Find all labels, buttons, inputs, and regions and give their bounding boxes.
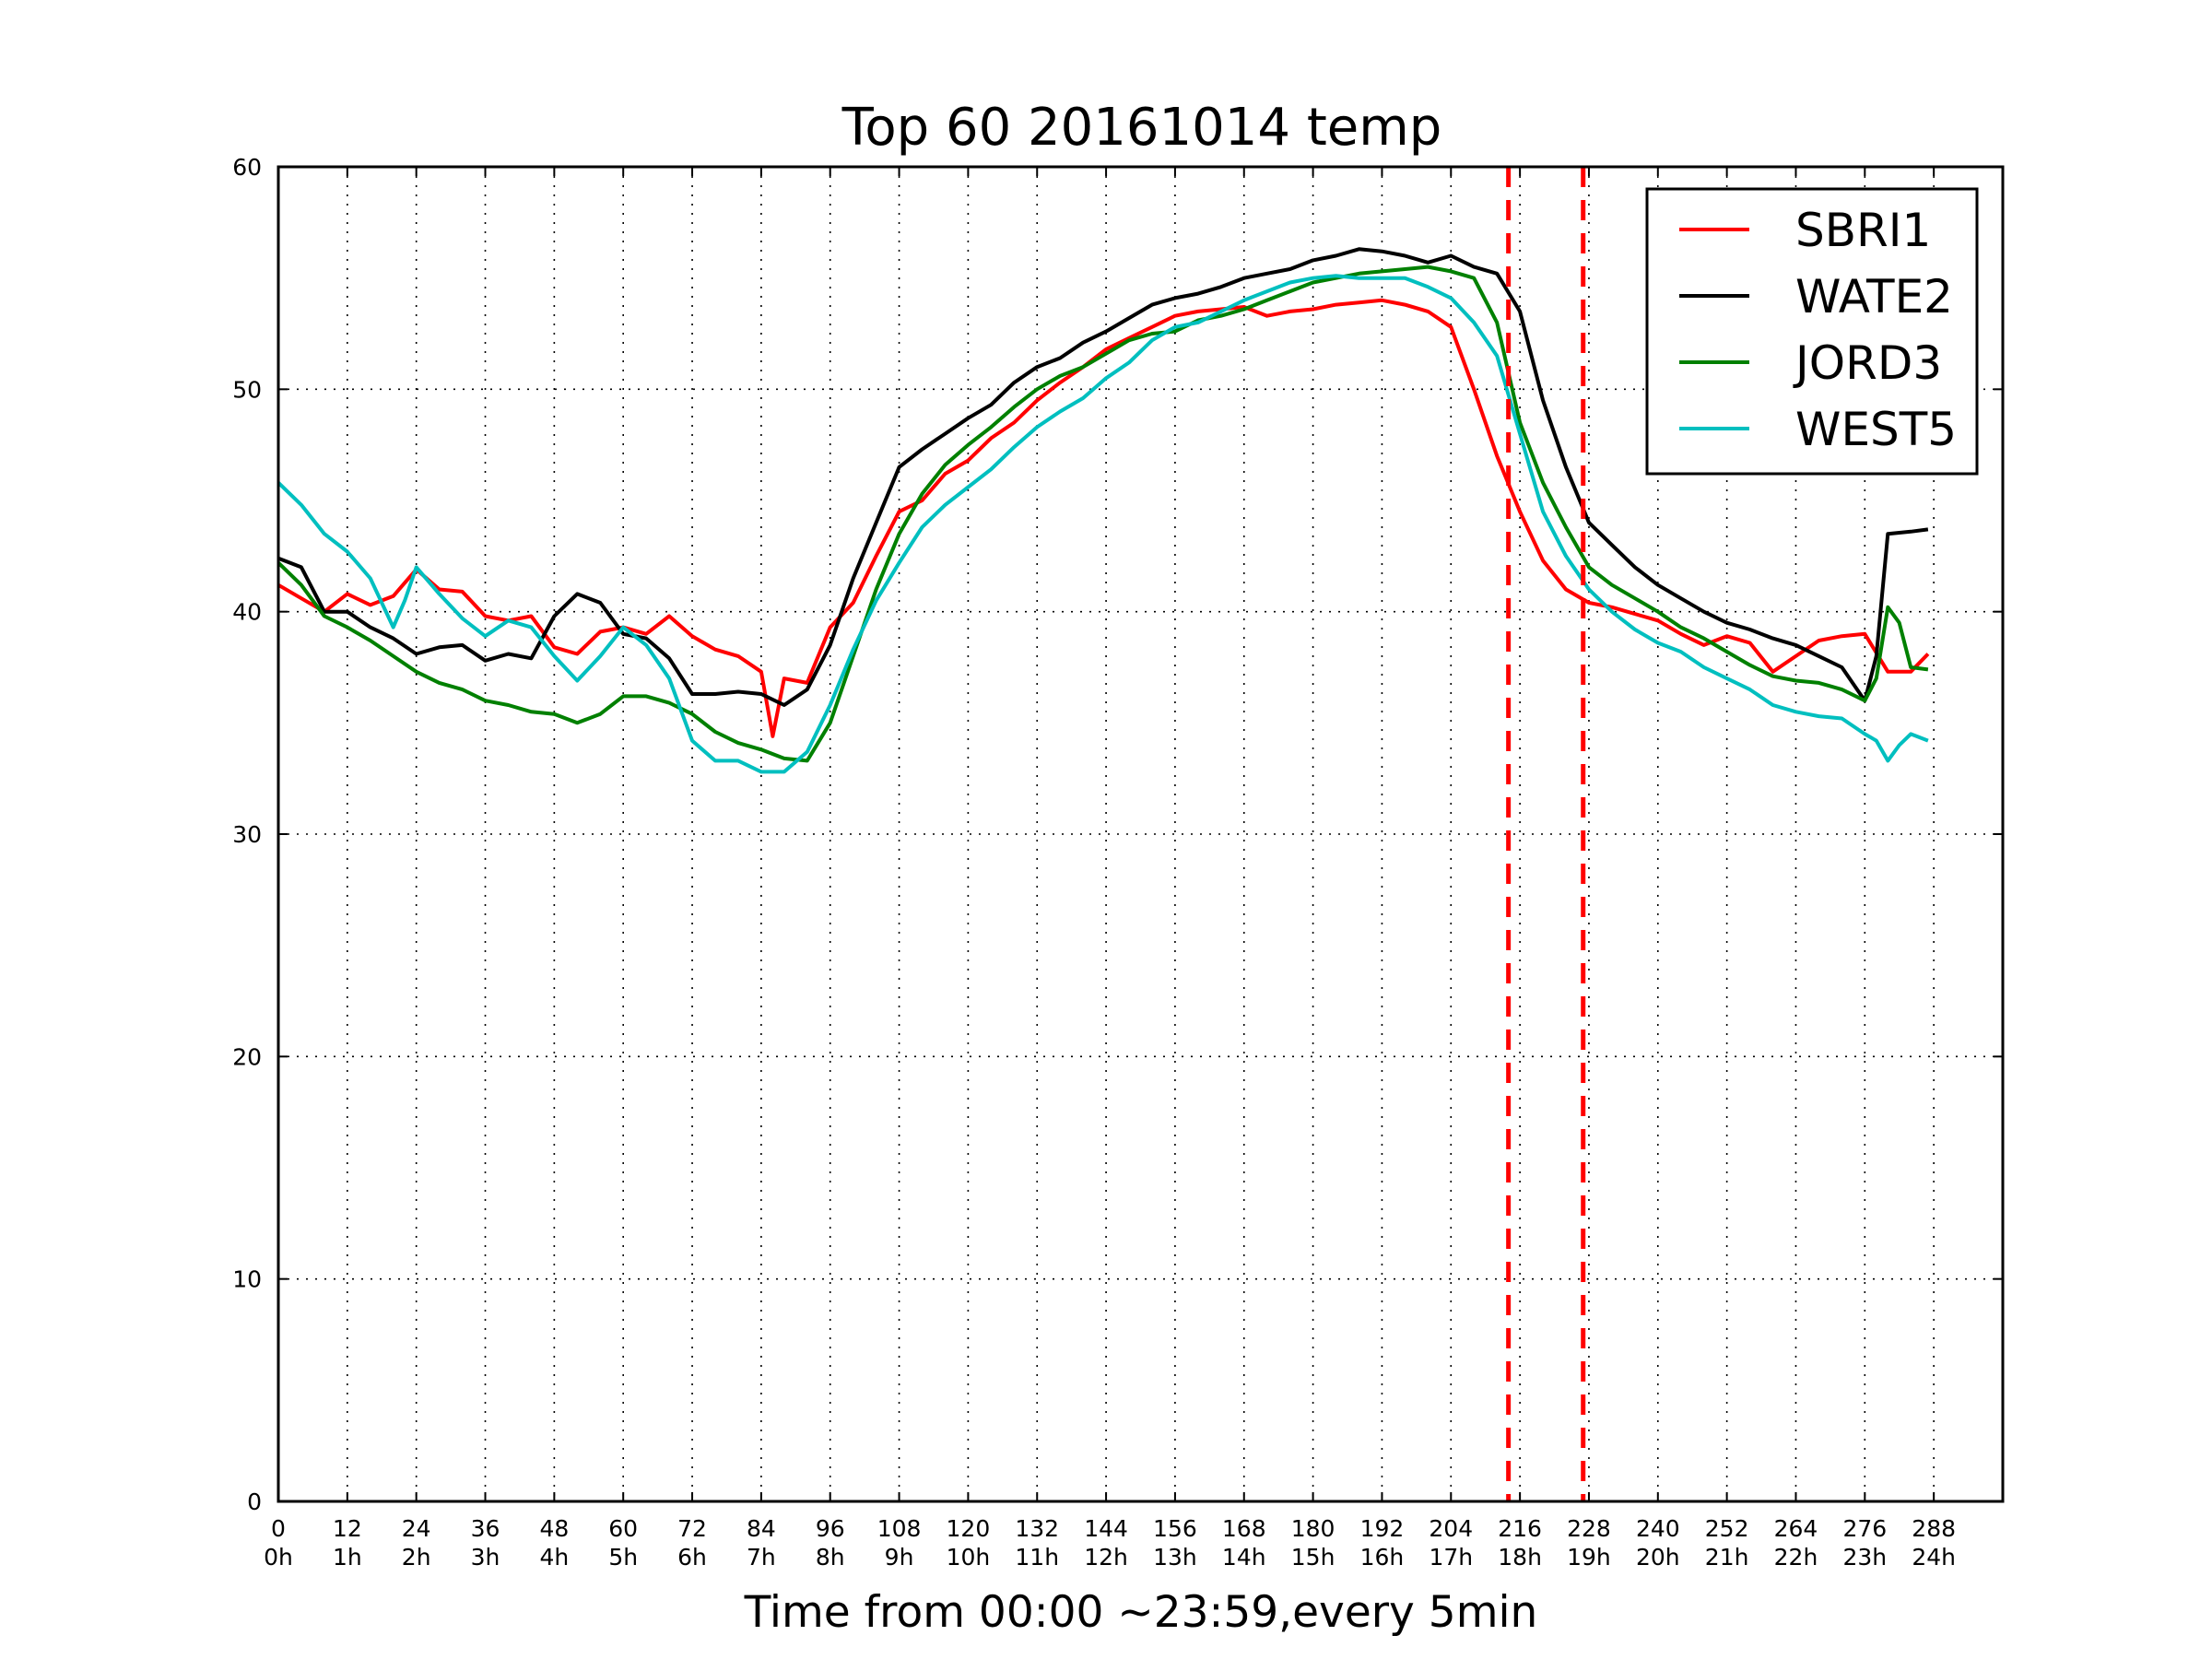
x-tick-sublabel: 8h [816, 1544, 845, 1571]
x-tick-label: 36 [471, 1515, 500, 1542]
x-tick-label: 252 [1705, 1515, 1749, 1542]
x-tick-label: 216 [1498, 1515, 1542, 1542]
x-tick-sublabel: 3h [471, 1544, 500, 1571]
x-tick-label: 0 [271, 1515, 286, 1542]
x-tick-label: 108 [877, 1515, 922, 1542]
x-tick-sublabel: 16h [1360, 1544, 1405, 1571]
x-tick-label: 24 [402, 1515, 431, 1542]
x-tick-label: 240 [1636, 1515, 1680, 1542]
x-tick-sublabel: 12h [1084, 1544, 1128, 1571]
x-tick-sublabel: 13h [1153, 1544, 1197, 1571]
legend-box [1645, 187, 1979, 476]
legend-label-sbri1: SBRI1 [1795, 204, 1931, 257]
x-tick-label: 288 [1912, 1515, 1956, 1542]
series-line-west5 [276, 274, 1929, 774]
x-tick-sublabel: 9h [885, 1544, 914, 1571]
x-tick-sublabel: 0h [264, 1544, 293, 1571]
x-tick-label: 120 [947, 1515, 991, 1542]
x-tick-label: 84 [747, 1515, 776, 1542]
x-tick-label: 72 [677, 1515, 707, 1542]
x-tick-label: 156 [1153, 1515, 1197, 1542]
x-tick-sublabel: 5h [608, 1544, 638, 1571]
y-tick-label: 10 [232, 1266, 262, 1293]
x-tick-label: 132 [1015, 1515, 1059, 1542]
y-tick-label: 50 [232, 376, 262, 403]
y-tick-label: 40 [232, 599, 262, 626]
legend: SBRI1 WATE2 JORD3 WEST5 [1645, 187, 1979, 476]
y-tick-label: 20 [232, 1043, 262, 1070]
x-tick-sublabel: 10h [947, 1544, 991, 1571]
x-tick-sublabel: 18h [1498, 1544, 1542, 1571]
vertical-marker-lines [1506, 167, 1586, 1501]
y-tick-label: 0 [247, 1488, 262, 1515]
x-tick-label: 276 [1842, 1515, 1887, 1542]
y-tick-label: 60 [232, 154, 262, 181]
legend-label-west5: WEST5 [1795, 403, 1957, 456]
x-tick-sublabel: 1h [333, 1544, 362, 1571]
x-axis-label: Time from 00:00 ~23:59,every 5min [744, 1587, 1538, 1638]
x-tick-label: 264 [1774, 1515, 1818, 1542]
x-tick-sublabel: 22h [1774, 1544, 1818, 1571]
y-axis: 0 10 20 30 40 50 60 [232, 154, 2003, 1515]
x-tick-sublabel: 11h [1015, 1544, 1059, 1571]
series-line-sbri1 [276, 298, 1930, 738]
x-tick-sublabel: 4h [539, 1544, 569, 1571]
y-tick-label: 30 [232, 821, 262, 848]
x-tick-sublabel: 23h [1842, 1544, 1887, 1571]
x-tick-label: 60 [608, 1515, 638, 1542]
x-tick-sublabel: 7h [747, 1544, 776, 1571]
x-tick-sublabel: 15h [1291, 1544, 1335, 1571]
chart-title: Top 60 20161014 temp [841, 98, 1442, 158]
legend-label-jord3: JORD3 [1793, 336, 1942, 390]
x-tick-sublabel: 14h [1222, 1544, 1266, 1571]
x-tick-sublabel: 6h [677, 1544, 707, 1571]
x-tick-sublabel: 19h [1567, 1544, 1611, 1571]
x-tick-label: 204 [1429, 1515, 1473, 1542]
x-tick-label: 48 [539, 1515, 569, 1542]
x-tick-label: 228 [1567, 1515, 1611, 1542]
series-line-jord3 [276, 265, 1929, 763]
x-tick-label: 144 [1084, 1515, 1128, 1542]
x-tick-sublabel: 24h [1912, 1544, 1956, 1571]
x-tick-sublabel: 21h [1705, 1544, 1749, 1571]
x-tick-label: 96 [816, 1515, 845, 1542]
series-lines [276, 247, 1930, 774]
x-tick-label: 12 [333, 1515, 362, 1542]
x-tick-label: 192 [1360, 1515, 1405, 1542]
x-tick-label: 168 [1222, 1515, 1266, 1542]
x-tick-sublabel: 2h [402, 1544, 431, 1571]
x-tick-label: 180 [1291, 1515, 1335, 1542]
legend-label-wate2: WATE2 [1795, 270, 1953, 324]
x-tick-sublabel: 17h [1429, 1544, 1473, 1571]
series-line-wate2 [277, 247, 1929, 707]
x-tick-sublabel: 20h [1636, 1544, 1680, 1571]
